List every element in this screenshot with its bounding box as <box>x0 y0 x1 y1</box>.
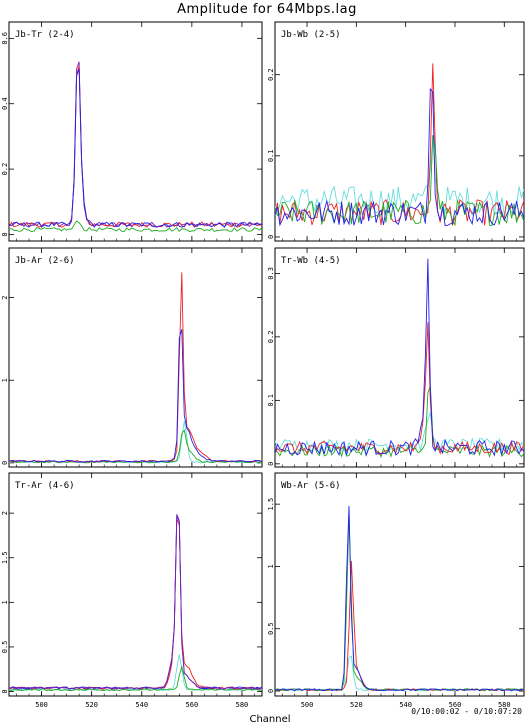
series-line-red <box>9 518 262 690</box>
series-line-blue <box>275 505 524 692</box>
panel-3: Jb-Ar (2-6) 0 1 2 <box>1 247 263 468</box>
panel-5: Tr-Ar (4-6) 0 0.5 1 1.5 2 500 520 540 560 580 <box>1 472 263 709</box>
series-line-blue <box>9 515 262 690</box>
series-line-purple <box>9 514 262 690</box>
x-tick-label: 560 <box>449 701 462 709</box>
series-line-red <box>275 322 524 455</box>
series-line-red <box>9 65 262 228</box>
panel-frame <box>8 247 263 468</box>
series-line-blue <box>9 68 262 228</box>
y-tick-label: 0 <box>1 689 9 693</box>
x-axis-label: Channel <box>249 714 290 725</box>
x-tick-label: 560 <box>186 701 199 709</box>
panel-label: Jb-Wb (2-5) <box>281 30 341 40</box>
series-line-blue <box>9 329 262 463</box>
panel-label: Tr-Wb (4-5) <box>281 256 341 266</box>
y-tick-label: 1 <box>1 378 9 382</box>
series-line-green <box>9 665 262 692</box>
x-tick-label: 580 <box>236 701 249 709</box>
series-line-red <box>275 63 524 226</box>
y-tick-label: 0.2 <box>267 331 275 344</box>
series-line-cyan <box>9 654 262 692</box>
x-tick-label: 520 <box>85 701 98 709</box>
panels-group: Jb-Tr (2-4)00.20.40.6 Jb-Wb (2-5)00.10.2J… <box>1 21 525 709</box>
panel-frame <box>274 21 525 242</box>
panel-frame <box>274 247 525 468</box>
series-line-cyan <box>275 655 524 692</box>
panel-4: Tr-Wb (4-5) 0 0.1 0.2 0.3 <box>267 247 525 468</box>
series-line-blue <box>275 258 524 457</box>
x-tick-label: 520 <box>350 701 363 709</box>
chart-title: Amplitude for 64Mbps.lag <box>177 2 357 17</box>
y-tick-label: 0.4 <box>1 97 9 110</box>
series-line-cyan <box>275 412 524 453</box>
series-line-green <box>275 134 524 227</box>
panel-frame <box>8 21 263 242</box>
panel-6: Wb-Ar (5-6) 0 0.5 1 1.5 500 520 540 560 580 <box>267 472 525 709</box>
series-line-red <box>9 272 262 463</box>
y-tick-label: 1.5 <box>267 498 275 511</box>
panel-frame <box>274 472 525 697</box>
y-tick-label: 0.3 <box>267 267 275 280</box>
panel-label: Wb-Ar (5-6) <box>281 481 341 491</box>
series-line-red <box>275 560 524 692</box>
panel-label: Jb-Ar (2-6) <box>15 256 75 266</box>
series-line-blue <box>275 87 524 227</box>
y-tick-label: 1.5 <box>1 551 9 564</box>
series-line-green <box>9 220 262 233</box>
y-tick-label: 2 <box>1 295 9 299</box>
y-tick-label: 0 <box>267 689 275 693</box>
y-tick-label: 0 <box>1 232 9 236</box>
y-tick-label: 1 <box>1 600 9 604</box>
x-tick-label: 540 <box>399 701 412 709</box>
x-tick-label: 580 <box>498 701 511 709</box>
panel-label: Jb-Tr (2-4) <box>15 30 75 40</box>
y-tick-label: 0.2 <box>1 163 9 176</box>
panel-frame <box>8 472 263 697</box>
y-tick-label: 0 <box>267 235 275 239</box>
y-tick-label: 0 <box>1 461 9 465</box>
y-tick-label: 0.2 <box>267 68 275 81</box>
y-tick-label: 0.5 <box>1 641 9 654</box>
series-line-green <box>275 511 524 692</box>
x-tick-label: 540 <box>135 701 148 709</box>
x-tick-label: 500 <box>35 701 48 709</box>
y-tick-label: 0 <box>267 462 275 466</box>
series-line-purple <box>9 61 262 228</box>
y-tick-label: 0.5 <box>267 622 275 635</box>
y-tick-label: 2 <box>1 511 9 515</box>
y-tick-label: 0.1 <box>267 394 275 407</box>
panel-2: Jb-Wb (2-5) 0 0.1 0.2 <box>267 21 525 242</box>
panel-1: Jb-Tr (2-4) 0 0.2 0.4 0.6 <box>1 21 263 242</box>
y-tick-label: 1 <box>267 564 275 568</box>
panel-label: Tr-Ar (4-6) <box>15 481 75 491</box>
y-tick-label: 0.6 <box>1 32 9 45</box>
y-tick-label: 0.1 <box>267 150 275 163</box>
time-range: 0/10:00:02 - 0/10:07:20 <box>411 707 522 716</box>
series-line-green <box>9 429 262 464</box>
series-line-cyan <box>9 421 262 464</box>
x-tick-label: 500 <box>301 701 314 709</box>
